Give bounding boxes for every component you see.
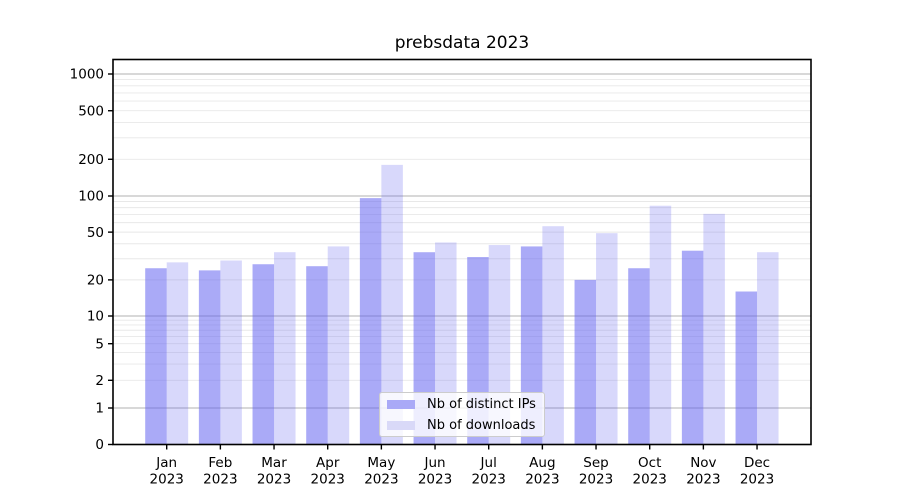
x-tick-label-year: 2023 bbox=[579, 472, 613, 488]
bar-downloads bbox=[703, 213, 725, 445]
bar-downloads bbox=[220, 260, 242, 445]
y-tick-label: 500 bbox=[78, 103, 104, 119]
x-tick-label-year: 2023 bbox=[633, 472, 667, 488]
bar-downloads bbox=[166, 262, 189, 445]
y-tick-label: 50 bbox=[87, 225, 104, 241]
bar-distinct-ips bbox=[628, 268, 650, 445]
legend-swatch-distinct-ips bbox=[387, 399, 415, 409]
bar-distinct-ips bbox=[681, 250, 704, 445]
x-tick-label-year: 2023 bbox=[686, 472, 720, 488]
chart-title: prebsdata 2023 bbox=[394, 33, 530, 53]
x-tick-label-month: Mar bbox=[261, 455, 287, 471]
x-tick-label-year: 2023 bbox=[418, 472, 452, 488]
bar-downloads bbox=[381, 164, 403, 445]
x-tick-label-month: Aug bbox=[529, 455, 555, 471]
x-tick-label-year: 2023 bbox=[203, 472, 237, 488]
y-tick-label: 200 bbox=[78, 152, 104, 168]
y-tick-label: 1000 bbox=[70, 67, 104, 83]
x-tick-label-month: Jun bbox=[423, 455, 445, 471]
y-tick-label: 10 bbox=[87, 309, 104, 325]
y-tick-label: 1 bbox=[95, 401, 104, 417]
bar-distinct-ips bbox=[145, 268, 167, 445]
bar-distinct-ips bbox=[359, 198, 382, 445]
x-tick-label-month: Nov bbox=[690, 455, 716, 471]
x-tick-label-month: May bbox=[367, 455, 395, 471]
y-tick-label: 2 bbox=[95, 373, 104, 389]
plot-border bbox=[112, 58, 812, 446]
x-tick-label-year: 2023 bbox=[740, 472, 774, 488]
bar-downloads bbox=[757, 252, 779, 445]
legend-item-downloads: Nb of downloads bbox=[380, 416, 544, 434]
y-tick-label: 20 bbox=[87, 273, 104, 289]
bar-distinct-ips bbox=[306, 266, 328, 445]
x-tick-label-month: Feb bbox=[208, 455, 232, 471]
x-tick-label-year: 2023 bbox=[525, 472, 559, 488]
x-tick-label-year: 2023 bbox=[364, 472, 398, 488]
y-tick-label: 100 bbox=[78, 189, 104, 205]
bar-downloads bbox=[327, 246, 350, 445]
bar-downloads bbox=[649, 205, 672, 445]
y-tick-label: 5 bbox=[95, 336, 104, 352]
x-tick-label-year: 2023 bbox=[150, 472, 184, 488]
x-tick-label-month: Jul bbox=[480, 455, 497, 471]
bar-downloads bbox=[274, 252, 296, 445]
legend-label-downloads: Nb of downloads bbox=[427, 417, 536, 433]
x-tick-label-year: 2023 bbox=[257, 472, 291, 488]
x-tick-label-month: Sep bbox=[583, 455, 608, 471]
bar-downloads bbox=[596, 233, 618, 445]
bar-downloads bbox=[542, 226, 564, 445]
x-tick-label-month: Oct bbox=[638, 455, 661, 471]
bar-distinct-ips bbox=[735, 291, 758, 445]
x-tick-label-year: 2023 bbox=[472, 472, 506, 488]
legend: Nb of distinct IPs Nb of downloads bbox=[379, 392, 545, 437]
bar-distinct-ips bbox=[198, 270, 221, 445]
bar-distinct-ips bbox=[252, 264, 275, 445]
x-tick-label-month: Dec bbox=[744, 455, 770, 471]
legend-label-distinct-ips: Nb of distinct IPs bbox=[427, 396, 536, 412]
y-tick-label: 0 bbox=[95, 437, 104, 453]
legend-item-distinct-ips: Nb of distinct IPs bbox=[380, 395, 544, 413]
x-tick-label-month: Jan bbox=[155, 455, 177, 471]
x-tick-label-year: 2023 bbox=[311, 472, 345, 488]
bar-distinct-ips bbox=[574, 279, 597, 445]
x-tick-label-month: Apr bbox=[316, 455, 340, 471]
legend-swatch-downloads bbox=[387, 420, 415, 430]
